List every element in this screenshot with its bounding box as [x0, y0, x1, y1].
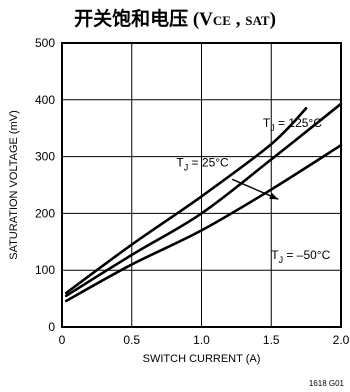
y-tick-label: 100 — [35, 263, 55, 277]
title-sub-sat: SAT — [245, 13, 270, 28]
title-sub-ce: CE — [212, 13, 231, 28]
series-line-0 — [64, 107, 308, 295]
data-series — [64, 102, 343, 303]
x-tick-label: 1.0 — [193, 333, 210, 347]
annotation-arrowhead — [269, 192, 279, 200]
title-separator: , — [230, 9, 246, 30]
figure-id: 1618 G01 — [308, 379, 344, 388]
y-tick-label: 500 — [35, 36, 55, 50]
x-tick-label: 0.5 — [123, 333, 140, 347]
y-tick-label: 400 — [35, 93, 55, 107]
x-axis-label: SWITCH CURRENT (A) — [143, 353, 261, 365]
plot-frame — [61, 42, 342, 328]
grid — [62, 43, 341, 327]
y-tick-label: 300 — [35, 150, 55, 164]
x-tick-label: 2.0 — [333, 333, 350, 347]
y-axis-label: SATURATION VOLTAGE (mV) — [8, 110, 20, 260]
x-tick-label: 0 — [59, 333, 66, 347]
y-tick-label: 200 — [35, 206, 55, 220]
series-annotations: TJ = 125°C TJ = 25°C TJ = –50°C — [176, 116, 330, 265]
x-tick-label: 1.5 — [263, 333, 280, 347]
y-tick-labels: 0 100 200 300 400 500 — [35, 36, 55, 334]
chart-title: 开关饱和电压 (VCE , SAT) — [0, 8, 350, 33]
series-label-1: TJ = 25°C — [176, 155, 229, 172]
series-label-2: TJ = –50°C — [271, 248, 330, 265]
series-label-0: TJ = 125°C — [263, 116, 322, 133]
series-line-1 — [64, 102, 343, 298]
y-tick-label: 0 — [48, 320, 55, 334]
title-close: ) — [269, 9, 276, 30]
series-line-2 — [64, 143, 343, 303]
title-main: 开关饱和电压 (V — [74, 9, 213, 30]
x-tick-labels: 0 0.5 1.0 1.5 2.0 — [59, 333, 350, 347]
